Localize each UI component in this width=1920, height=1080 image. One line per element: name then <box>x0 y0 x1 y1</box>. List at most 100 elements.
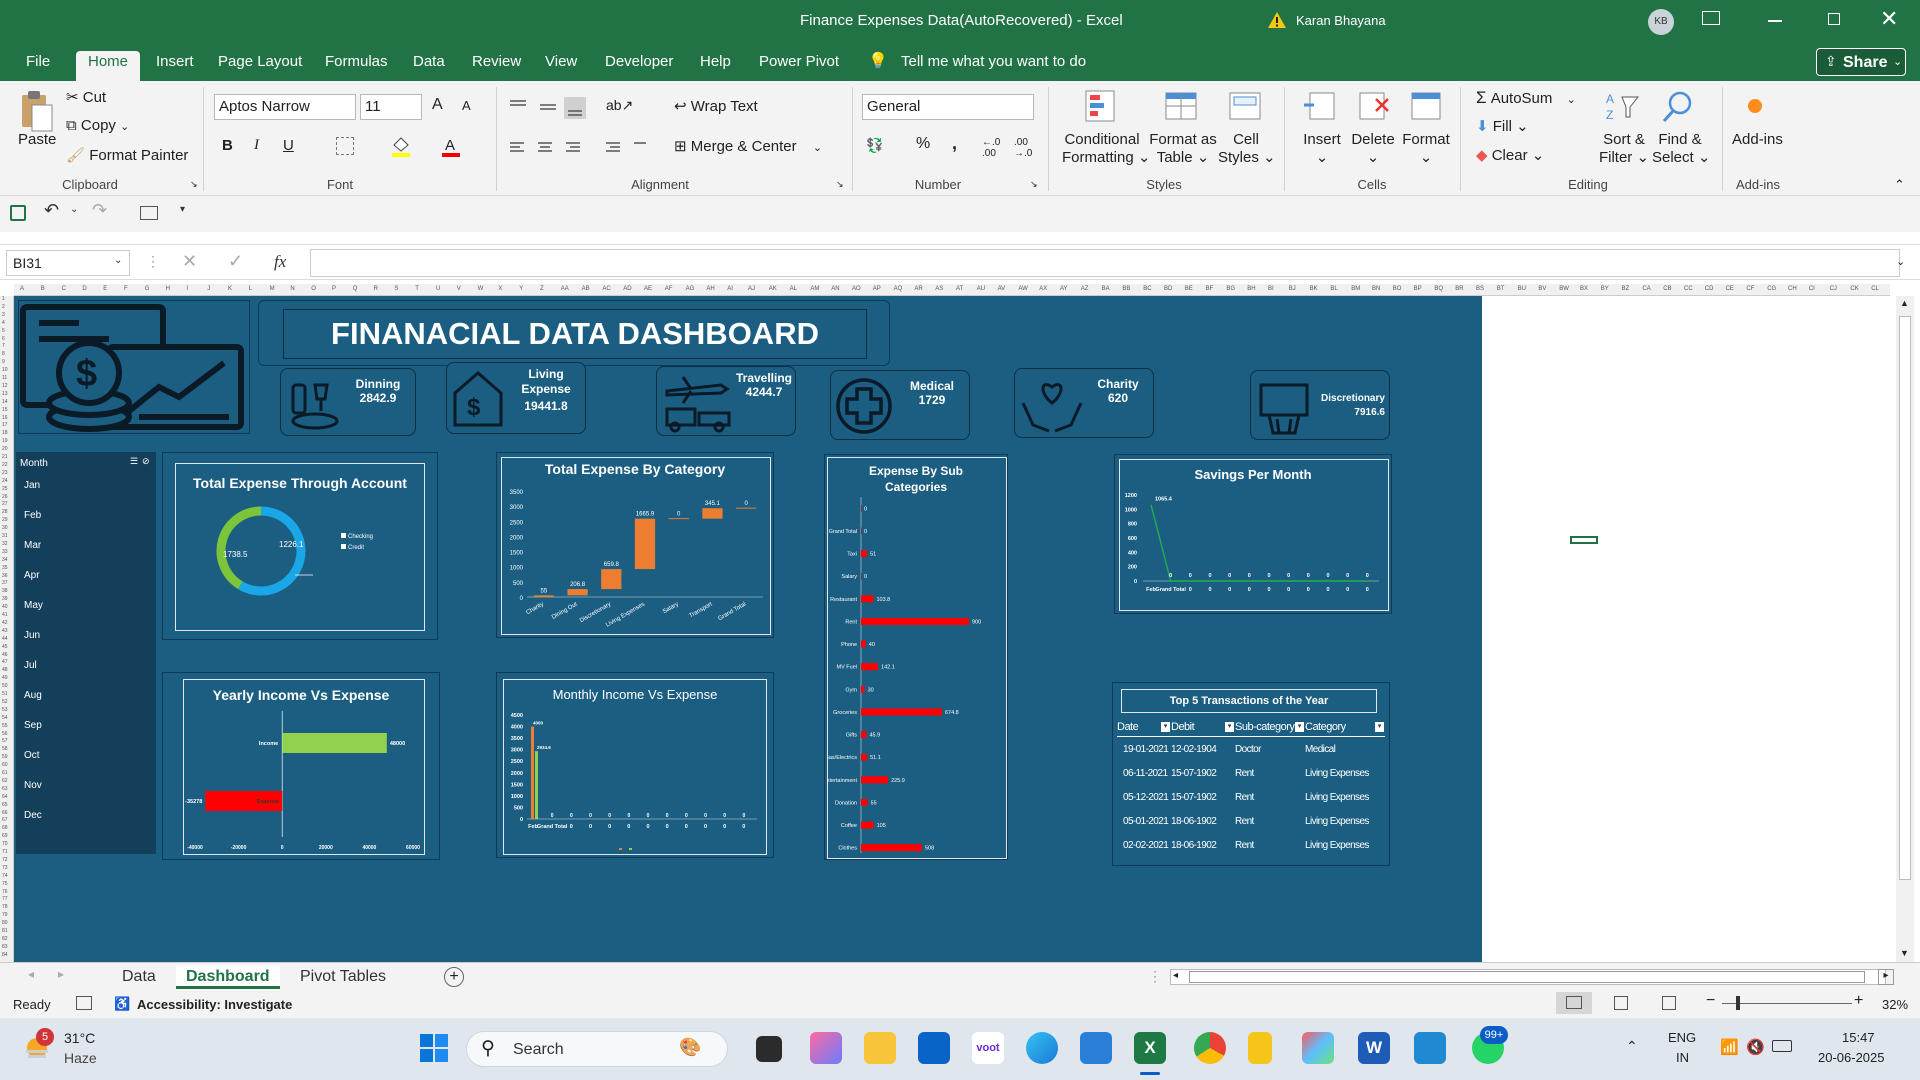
row-header[interactable]: 46 <box>2 651 8 658</box>
row-header[interactable]: 12 <box>2 382 8 389</box>
row-header[interactable]: 42 <box>2 619 8 626</box>
slicer-item-month[interactable]: Mar <box>24 540 42 551</box>
macro-record-icon[interactable] <box>76 996 92 1010</box>
column-header[interactable]: AQ <box>893 286 903 292</box>
accounting-format-icon[interactable]: 💱 <box>866 137 884 153</box>
row-header[interactable]: 21 <box>2 454 8 460</box>
row-header[interactable]: 68 <box>2 825 8 832</box>
format-painter-button[interactable]: 🖌 Format Painter <box>66 147 189 164</box>
cell-styles-icon[interactable] <box>1228 89 1266 127</box>
column-header[interactable]: AD <box>623 286 632 292</box>
number-format-dropdown[interactable]: General <box>862 94 1034 120</box>
column-header[interactable]: CK <box>1850 286 1859 292</box>
scroll-left-icon[interactable]: ◂ <box>28 967 35 981</box>
zoom-in-button[interactable]: + <box>1854 992 1864 1009</box>
column-header[interactable]: BI <box>1268 286 1274 292</box>
orientation-icon[interactable]: ab↗ <box>606 97 634 113</box>
top5-transactions-table[interactable]: Top 5 Transactions of the Year Date ▾ De… <box>1112 682 1390 866</box>
tab-home[interactable]: Home <box>76 51 141 81</box>
format-button[interactable]: Format ⌄ <box>1402 131 1450 166</box>
scroll-up-icon[interactable]: ▲ <box>1900 298 1909 308</box>
row-header[interactable]: 27 <box>2 501 8 508</box>
insert-button[interactable]: Insert ⌄ <box>1303 131 1341 166</box>
comma-button[interactable]: , <box>952 133 958 153</box>
row-header[interactable]: 41 <box>2 612 8 618</box>
photos-icon[interactable] <box>1080 1032 1112 1064</box>
column-header[interactable]: BD <box>1164 286 1173 292</box>
cut-button[interactable]: ✂ Cut <box>66 89 107 106</box>
fill-button[interactable]: ⬇ Fill ⌄ <box>1476 118 1529 135</box>
filter-dropdown-icon[interactable]: ▾ <box>1225 722 1234 732</box>
tab-review[interactable]: Review <box>472 53 522 70</box>
column-header[interactable]: M <box>269 286 275 292</box>
column-header[interactable]: AC <box>602 286 611 292</box>
row-header[interactable]: 81 <box>2 928 8 934</box>
column-header[interactable]: BY <box>1600 286 1609 292</box>
scroll-right-icon[interactable]: ▸ <box>1878 969 1894 985</box>
add-ins-button[interactable]: Add-ins <box>1732 131 1783 148</box>
vertical-scrollbar[interactable]: ▲ ▼ <box>1896 296 1914 962</box>
normal-view-button[interactable] <box>1556 992 1592 1014</box>
formula-input[interactable] <box>310 249 1900 277</box>
column-header[interactable]: BQ <box>1434 286 1444 292</box>
filter-dropdown-icon[interactable]: ▾ <box>1295 722 1304 732</box>
delete-cells-icon[interactable] <box>1356 89 1392 125</box>
row-header[interactable]: 72 <box>2 856 8 863</box>
slicer-item-month[interactable]: Jun <box>24 630 41 641</box>
tab-file[interactable]: File <box>26 53 51 70</box>
row-header[interactable]: 65 <box>2 801 8 808</box>
column-header[interactable]: AG <box>685 286 695 292</box>
battery-icon[interactable] <box>1772 1040 1792 1052</box>
chevron-up-icon[interactable]: ⌃ <box>1626 1038 1638 1054</box>
chart-savings-month[interactable]: Savings Per Month 0 200 400 600 800 1000 1200 1… <box>1114 454 1392 614</box>
column-header[interactable]: BC <box>1143 286 1152 292</box>
row-header[interactable]: 50 <box>2 683 8 690</box>
clock-date[interactable]: 20-06-2025 <box>1818 1050 1885 1065</box>
column-header[interactable]: H <box>165 286 170 292</box>
accessibility-status[interactable]: Accessibility: Investigate <box>137 997 293 1012</box>
row-header[interactable]: 1 <box>2 296 5 302</box>
column-header[interactable]: BS <box>1476 286 1485 292</box>
row-header[interactable]: 33 <box>2 548 8 555</box>
chevron-down-icon[interactable]: ⌄ <box>114 255 123 266</box>
column-header[interactable]: Y <box>519 286 524 292</box>
slicer-item-month[interactable]: Dec <box>24 810 42 821</box>
column-header[interactable]: BP <box>1413 286 1422 292</box>
zoom-slider-thumb[interactable] <box>1736 996 1740 1010</box>
column-header[interactable]: AZ <box>1080 286 1089 292</box>
slicer-item-month[interactable]: Aug <box>24 690 42 701</box>
row-header[interactable]: 45 <box>2 643 8 650</box>
tab-help[interactable]: Help <box>700 53 731 70</box>
row-header[interactable]: 13 <box>2 390 8 397</box>
column-header[interactable]: AY <box>1060 286 1068 292</box>
autosum-button[interactable]: Σ AutoSum ⌄ <box>1476 88 1576 107</box>
clear-filter-icon[interactable]: ⊘ <box>142 456 150 466</box>
font-size-dropdown[interactable]: 11 <box>360 94 422 120</box>
column-header[interactable]: CA <box>1642 286 1651 292</box>
column-header[interactable]: J <box>207 286 211 292</box>
font-name-dropdown[interactable]: Aptos Narrow <box>214 94 356 120</box>
format-as-table-button[interactable]: Format as Table ⌄ <box>1149 131 1217 166</box>
fill-color-icon[interactable] <box>390 135 412 157</box>
column-header[interactable]: I <box>186 286 189 292</box>
column-header[interactable]: AW <box>1018 286 1028 292</box>
column-header[interactable]: X <box>498 286 503 292</box>
row-header[interactable]: 35 <box>2 564 8 571</box>
row-header[interactable]: 58 <box>2 746 8 753</box>
row-header[interactable]: 59 <box>2 754 8 761</box>
slicer-item-month[interactable]: Apr <box>24 570 40 581</box>
row-header[interactable]: 55 <box>2 722 8 729</box>
column-header[interactable]: AM <box>810 286 820 292</box>
column-header[interactable]: AF <box>664 286 673 292</box>
column-header[interactable]: AO <box>852 286 861 292</box>
chart-expense-category[interactable]: Total Expense By Category 0 500 1000 1500 20… <box>496 452 774 638</box>
increase-decimal-icon[interactable]: ←.0.00 <box>982 137 1001 159</box>
merge-center-button[interactable]: ⊞ Merge & Center ⌄ <box>674 138 823 155</box>
column-header[interactable]: BH <box>1247 286 1256 292</box>
windows-start-icon[interactable] <box>420 1034 448 1062</box>
table-row[interactable]: 05-12-2021 15-07-1902 Rent Living Expenses <box>1117 789 1385 809</box>
row-header[interactable]: 38 <box>2 588 8 595</box>
column-header[interactable]: AN <box>831 286 840 292</box>
increase-font-button[interactable]: A <box>432 96 443 113</box>
